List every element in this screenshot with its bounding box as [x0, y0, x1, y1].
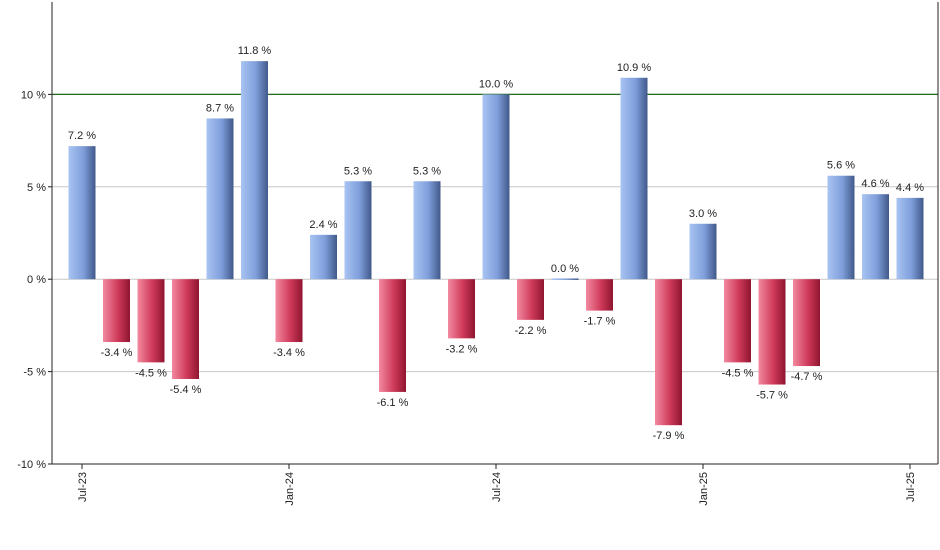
data-label: 3.0 %	[689, 208, 717, 220]
data-label: -4.5 %	[722, 367, 754, 379]
bar-dec-23	[241, 61, 268, 280]
bar-sep-24	[551, 278, 579, 280]
bar-jul-24	[482, 94, 510, 280]
data-label: 8.7 %	[206, 102, 234, 114]
axes: -10 % -5 % 0 % 5 % 10 % Jul-23 Jan-24 Jul-24 Jan…	[17, 2, 939, 506]
x-tick-label: Jan-24	[284, 472, 296, 506]
bar-feb-25	[724, 279, 751, 363]
x-tick-label: Jan-25	[698, 472, 710, 506]
bar-jun-25	[862, 194, 889, 280]
data-label: 5.3 %	[344, 165, 372, 177]
data-label: -3.4 %	[273, 347, 305, 359]
bar-mar-25	[758, 279, 786, 385]
data-label: -4.5 %	[135, 367, 167, 379]
bar-may-25	[827, 175, 855, 280]
data-label: 5.6 %	[827, 160, 855, 172]
data-label: 0.0 %	[551, 263, 579, 275]
y-tick-label: 0 %	[27, 274, 46, 286]
data-label: -1.7 %	[584, 316, 616, 328]
bar-feb-24	[310, 234, 337, 280]
y-tick-label: -5 %	[23, 367, 46, 379]
bar-dec-24	[655, 279, 682, 426]
bar-aug-24	[517, 279, 544, 320]
data-label: -3.2 %	[446, 343, 478, 355]
bars	[68, 61, 924, 426]
data-label: 10.0 %	[479, 78, 513, 90]
data-label: 5.3 %	[413, 165, 441, 177]
bar-nov-24	[620, 77, 648, 280]
data-label: -3.4 %	[101, 347, 133, 359]
y-tick-label: 5 %	[27, 182, 46, 194]
bar-oct-23	[172, 279, 199, 379]
bar-aug-23	[103, 279, 130, 343]
bar-jun-24	[448, 279, 475, 339]
x-tick-label: Jul-24	[491, 472, 503, 502]
bar-jul-25	[896, 197, 924, 280]
bar-apr-24	[379, 279, 406, 392]
data-label: -5.4 %	[170, 384, 202, 396]
bar-may-24	[413, 181, 441, 280]
data-label: -4.7 %	[791, 371, 823, 383]
y-tick-label: -10 %	[17, 459, 46, 471]
bar-jan-25	[689, 223, 717, 280]
bar-oct-24	[586, 279, 613, 311]
data-label: 10.9 %	[617, 62, 651, 74]
data-label: -7.9 %	[653, 430, 685, 442]
data-label: 7.2 %	[68, 130, 96, 142]
data-labels: 7.2 %-3.4 %-4.5 %-5.4 %8.7 %11.8 %-3.4 %…	[68, 45, 924, 442]
data-label: -6.1 %	[377, 397, 409, 409]
data-label: -5.7 %	[756, 390, 788, 402]
bar-jul-23	[68, 146, 96, 280]
y-tick-label: 10 %	[21, 89, 46, 101]
data-label: 2.4 %	[309, 219, 337, 231]
data-label: -2.2 %	[515, 325, 547, 337]
data-label: 4.4 %	[896, 182, 924, 194]
x-tick-label: Jul-25	[905, 472, 917, 502]
bar-sep-23	[137, 279, 165, 363]
data-label: 4.6 %	[861, 178, 889, 190]
bar-apr-25	[793, 279, 820, 367]
bar-nov-23	[206, 118, 234, 280]
data-label: 11.8 %	[238, 45, 272, 57]
bar-jan-24	[275, 279, 303, 343]
x-tick-label: Jul-23	[77, 472, 89, 502]
bar-mar-24	[344, 181, 372, 280]
